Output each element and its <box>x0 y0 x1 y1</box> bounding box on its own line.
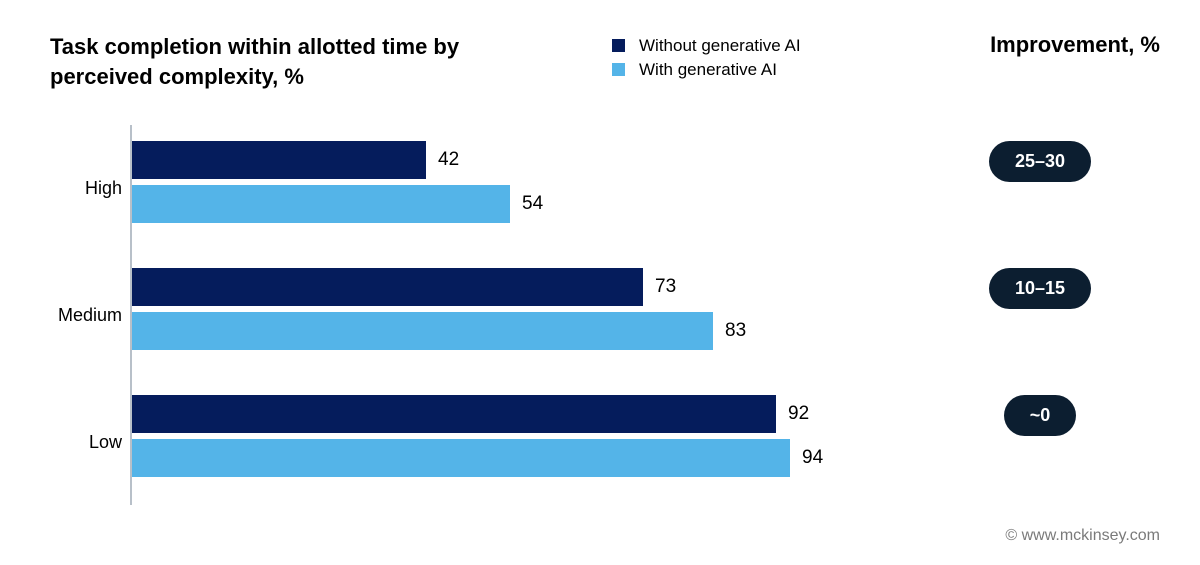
y-axis-labels: High Medium Low <box>50 125 130 505</box>
bar-group-medium: 73 83 <box>132 252 832 379</box>
chart-title: Task completion within allotted time by … <box>50 32 510 91</box>
bar-row: 73 <box>132 268 832 306</box>
plot-area: 42 54 73 83 92 <box>130 125 832 505</box>
value-low-without: 92 <box>788 403 809 425</box>
improvement-badges: 25–30 10–15 ~0 <box>920 125 1160 505</box>
header-row: Task completion within allotted time by … <box>50 32 1160 91</box>
bar-group-low: 92 94 <box>132 379 832 506</box>
bar-medium-with <box>132 312 713 350</box>
bar-row: 42 <box>132 141 832 179</box>
bar-high-with <box>132 185 510 223</box>
legend-item-with: With generative AI <box>612 58 801 82</box>
bar-row: 92 <box>132 395 832 433</box>
bar-medium-without <box>132 268 643 306</box>
badge-slot: ~0 <box>920 379 1160 506</box>
legend-swatch-without <box>612 39 625 52</box>
bar-row: 54 <box>132 185 832 223</box>
value-high-with: 54 <box>522 193 543 215</box>
bar-high-without <box>132 141 426 179</box>
legend-label-with: With generative AI <box>639 58 777 82</box>
improvement-badge-high: 25–30 <box>989 141 1091 182</box>
category-label-high: High <box>50 178 122 199</box>
bar-group-high: 42 54 <box>132 125 832 252</box>
bar-row: 83 <box>132 312 832 350</box>
value-medium-with: 83 <box>725 320 746 342</box>
credit-text: © www.mckinsey.com <box>1005 527 1160 545</box>
category-label-medium: Medium <box>50 305 122 326</box>
page: Task completion within allotted time by … <box>0 0 1200 565</box>
category-label-low: Low <box>50 432 122 453</box>
legend-item-without: Without generative AI <box>612 34 801 58</box>
bar-row: 94 <box>132 439 832 477</box>
bar-low-without <box>132 395 776 433</box>
improvement-badge-low: ~0 <box>1004 395 1077 436</box>
chart-block: High Medium Low 42 54 73 <box>50 125 1160 505</box>
badge-slot: 10–15 <box>920 252 1160 379</box>
value-low-with: 94 <box>802 447 823 469</box>
legend-label-without: Without generative AI <box>639 34 801 58</box>
legend-swatch-with <box>612 63 625 76</box>
value-high-without: 42 <box>438 149 459 171</box>
improvement-badge-medium: 10–15 <box>989 268 1091 309</box>
badge-slot: 25–30 <box>920 125 1160 252</box>
value-medium-without: 73 <box>655 276 676 298</box>
legend: Without generative AI With generative AI <box>612 34 801 82</box>
improvement-header: Improvement, % <box>990 32 1160 58</box>
bar-low-with <box>132 439 790 477</box>
